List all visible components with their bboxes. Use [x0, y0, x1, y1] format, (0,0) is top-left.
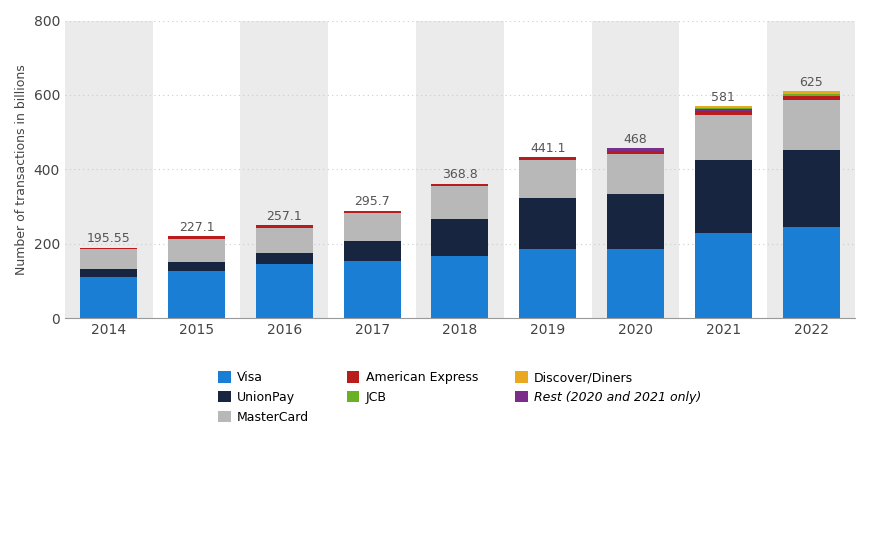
- Bar: [694, 106, 751, 108]
- Y-axis label: Number of transactions in billions: Number of transactions in billions: [15, 64, 28, 275]
- Bar: [168, 240, 225, 262]
- Text: 441.1: 441.1: [529, 142, 565, 155]
- Bar: [766, 21, 854, 318]
- Bar: [431, 183, 488, 186]
- Text: 195.55: 195.55: [87, 232, 130, 245]
- Legend: Visa, UnionPay, MasterCard, American Express, JCB, Discover/Diners, Rest (2020 a: Visa, UnionPay, MasterCard, American Exp…: [213, 366, 706, 429]
- Bar: [694, 110, 751, 111]
- Bar: [694, 111, 751, 115]
- Bar: [80, 277, 137, 318]
- Bar: [64, 21, 152, 318]
- Bar: [255, 253, 313, 264]
- Bar: [255, 228, 313, 253]
- Bar: [415, 21, 503, 318]
- Bar: [607, 154, 663, 194]
- Text: 227.1: 227.1: [178, 221, 214, 234]
- Bar: [80, 247, 137, 249]
- Text: 625: 625: [799, 76, 822, 89]
- Bar: [607, 148, 663, 151]
- Bar: [607, 151, 663, 154]
- Bar: [781, 100, 839, 150]
- Bar: [591, 21, 679, 318]
- Text: 257.1: 257.1: [266, 210, 302, 223]
- Bar: [519, 198, 575, 249]
- Bar: [607, 250, 663, 318]
- Bar: [694, 108, 751, 110]
- Bar: [431, 256, 488, 318]
- Bar: [168, 236, 225, 240]
- Bar: [80, 269, 137, 277]
- Bar: [519, 160, 575, 198]
- Bar: [694, 115, 751, 160]
- Bar: [80, 249, 137, 269]
- Text: 368.8: 368.8: [441, 168, 477, 181]
- Bar: [781, 91, 839, 94]
- Bar: [431, 186, 488, 219]
- Bar: [607, 194, 663, 250]
- Bar: [343, 213, 400, 241]
- Bar: [343, 211, 400, 213]
- Bar: [781, 94, 839, 96]
- Bar: [343, 261, 400, 318]
- Text: 468: 468: [623, 133, 647, 146]
- Bar: [519, 158, 575, 160]
- Bar: [255, 264, 313, 318]
- Bar: [781, 227, 839, 318]
- Bar: [168, 271, 225, 318]
- Bar: [255, 225, 313, 228]
- Bar: [519, 249, 575, 318]
- Bar: [240, 21, 328, 318]
- Bar: [343, 241, 400, 261]
- Bar: [168, 262, 225, 271]
- Bar: [431, 219, 488, 256]
- Text: 295.7: 295.7: [354, 196, 389, 208]
- Bar: [694, 233, 751, 318]
- Text: 581: 581: [711, 91, 734, 104]
- Bar: [781, 96, 839, 100]
- Bar: [694, 160, 751, 233]
- Bar: [781, 150, 839, 227]
